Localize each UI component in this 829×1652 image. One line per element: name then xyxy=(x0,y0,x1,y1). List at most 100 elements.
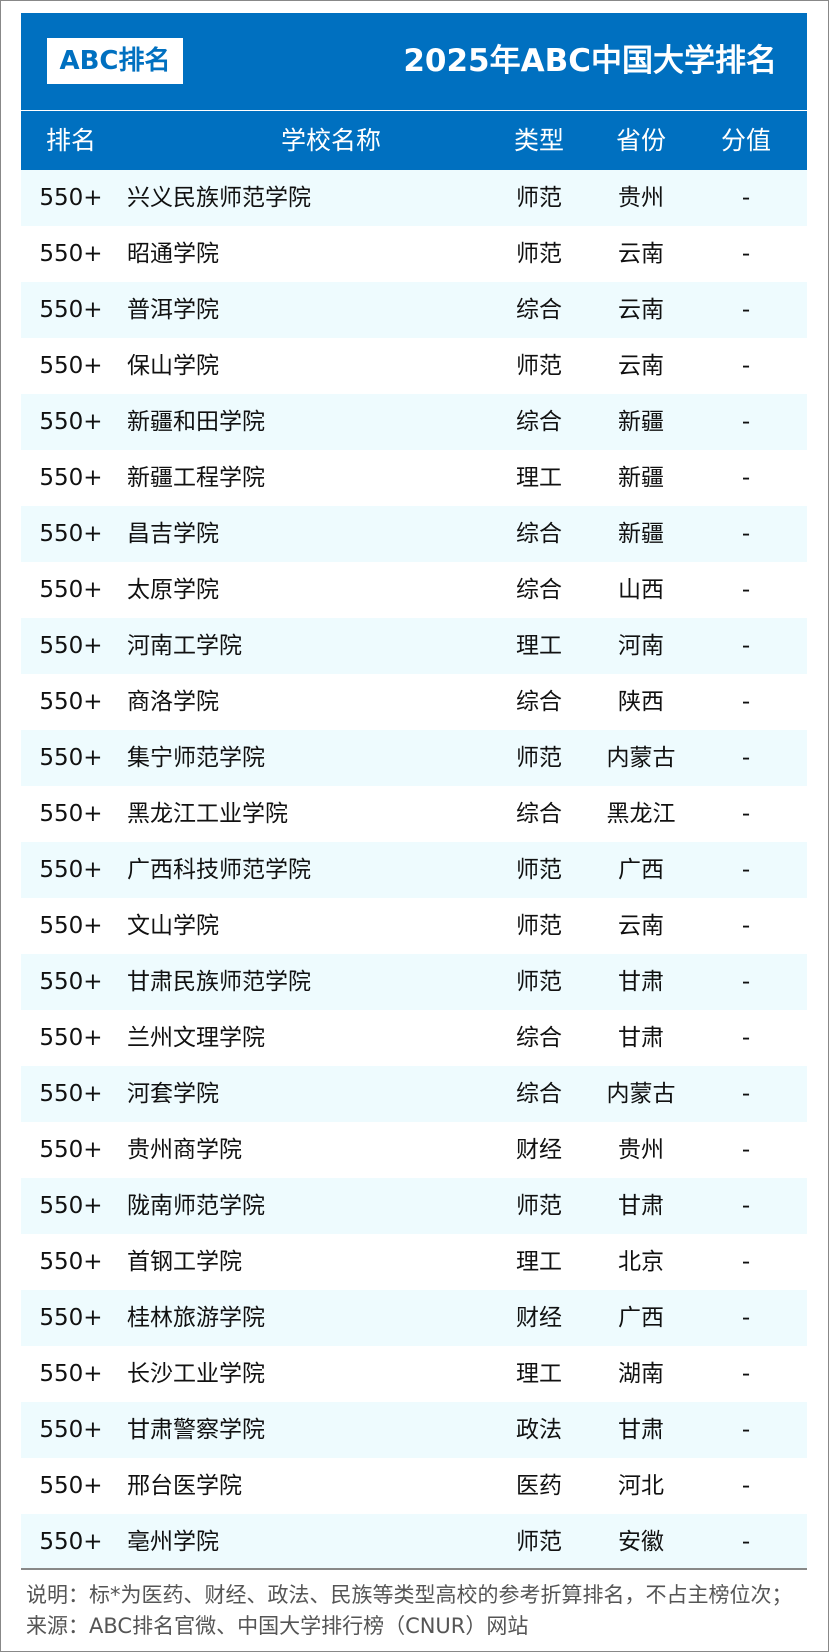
cell-rank: 550+ xyxy=(39,409,103,435)
cell-rank: 550+ xyxy=(39,801,103,827)
cell-type: 综合 xyxy=(516,689,562,715)
cell-province: 甘肃 xyxy=(618,1193,664,1219)
cell-type: 综合 xyxy=(516,409,562,435)
cell-type: 综合 xyxy=(516,1081,562,1107)
cell-score: - xyxy=(741,577,751,603)
table-row: 550+ 商洛学院 综合 陕西 - xyxy=(21,674,807,730)
cell-province: 内蒙古 xyxy=(606,745,676,771)
table-row: 550+ 黑龙江工业学院 综合 黑龙江 - xyxy=(21,786,807,842)
table-row: 550+ 太原学院 综合 山西 - xyxy=(21,562,807,618)
cell-province: 安徽 xyxy=(618,1529,664,1555)
cell-school-name: 河套学院 xyxy=(127,1081,219,1107)
cell-type: 师范 xyxy=(516,185,562,211)
logo: ABC排名 xyxy=(47,38,183,84)
table-row: 550+ 兴义民族师范学院 师范 贵州 - xyxy=(21,170,807,226)
cell-type: 医药 xyxy=(516,1473,562,1499)
table-row: 550+ 昌吉学院 综合 新疆 - xyxy=(21,506,807,562)
table-row: 550+ 普洱学院 综合 云南 - xyxy=(21,282,807,338)
table-row: 550+ 新疆和田学院 综合 新疆 - xyxy=(21,394,807,450)
cell-type: 综合 xyxy=(516,577,562,603)
table-row: 550+ 广西科技师范学院 师范 广西 - xyxy=(21,842,807,898)
cell-province: 河北 xyxy=(618,1473,664,1499)
cell-type: 综合 xyxy=(516,297,562,323)
cell-school-name: 邢台医学院 xyxy=(127,1473,242,1499)
cell-score: - xyxy=(741,1305,751,1331)
table-row: 550+ 兰州文理学院 综合 甘肃 - xyxy=(21,1010,807,1066)
cell-rank: 550+ xyxy=(39,465,103,491)
cell-type: 理工 xyxy=(516,1361,562,1387)
cell-province: 新疆 xyxy=(618,521,664,547)
table-row: 550+ 长沙工业学院 理工 湖南 - xyxy=(21,1346,807,1402)
table-row: 550+ 甘肃警察学院 政法 甘肃 - xyxy=(21,1402,807,1458)
cell-school-name: 新疆工程学院 xyxy=(127,465,265,491)
cell-school-name: 保山学院 xyxy=(127,353,219,379)
cell-type: 政法 xyxy=(516,1417,562,1443)
cell-score: - xyxy=(741,689,751,715)
cell-rank: 550+ xyxy=(39,1473,103,1499)
cell-rank: 550+ xyxy=(39,1025,103,1051)
cell-type: 师范 xyxy=(516,745,562,771)
table-row: 550+ 贵州商学院 财经 贵州 - xyxy=(21,1122,807,1178)
cell-score: - xyxy=(741,521,751,547)
cell-type: 理工 xyxy=(516,465,562,491)
cell-province: 新疆 xyxy=(618,409,664,435)
table-row: 550+ 甘肃民族师范学院 师范 甘肃 - xyxy=(21,954,807,1010)
cell-rank: 550+ xyxy=(39,1193,103,1219)
table-header: 排名 学校名称 类型 省份 分值 xyxy=(21,111,807,170)
title-banner: ABC排名 2025年ABC中国大学排名 xyxy=(21,13,807,110)
cell-province: 甘肃 xyxy=(618,969,664,995)
cell-province: 湖南 xyxy=(618,1361,664,1387)
cell-school-name: 陇南师范学院 xyxy=(127,1193,265,1219)
cell-type: 财经 xyxy=(516,1137,562,1163)
cell-type: 师范 xyxy=(516,857,562,883)
cell-type: 师范 xyxy=(516,913,562,939)
cell-province: 新疆 xyxy=(618,465,664,491)
cell-province: 云南 xyxy=(618,297,664,323)
cell-school-name: 甘肃警察学院 xyxy=(127,1417,265,1443)
cell-rank: 550+ xyxy=(39,857,103,883)
table-row: 550+ 集宁师范学院 师范 内蒙古 - xyxy=(21,730,807,786)
cell-school-name: 昭通学院 xyxy=(127,241,219,267)
cell-school-name: 商洛学院 xyxy=(127,689,219,715)
cell-score: - xyxy=(741,1417,751,1443)
cell-rank: 550+ xyxy=(39,241,103,267)
table-row: 550+ 新疆工程学院 理工 新疆 - xyxy=(21,450,807,506)
cell-score: - xyxy=(741,801,751,827)
cell-province: 内蒙古 xyxy=(606,1081,676,1107)
cell-rank: 550+ xyxy=(39,1081,103,1107)
cell-score: - xyxy=(741,913,751,939)
table-body: 550+ 兴义民族师范学院 师范 贵州 -550+ 昭通学院 师范 云南 -550+ 普洱学院 综合… xyxy=(21,170,807,1570)
cell-rank: 550+ xyxy=(39,1417,103,1443)
cell-score: - xyxy=(741,633,751,659)
cell-province: 黑龙江 xyxy=(606,801,676,827)
table-row: 550+ 保山学院 师范 云南 - xyxy=(21,338,807,394)
cell-rank: 550+ xyxy=(39,297,103,323)
cell-province: 陕西 xyxy=(618,689,664,715)
cell-school-name: 桂林旅游学院 xyxy=(127,1305,265,1331)
cell-rank: 550+ xyxy=(39,1361,103,1387)
table-row: 550+ 邢台医学院 医药 河北 - xyxy=(21,1458,807,1514)
cell-school-name: 首钢工学院 xyxy=(127,1249,242,1275)
cell-province: 北京 xyxy=(618,1249,664,1275)
cell-score: - xyxy=(741,1249,751,1275)
cell-type: 师范 xyxy=(516,353,562,379)
cell-province: 河南 xyxy=(618,633,664,659)
table-row: 550+ 文山学院 师范 云南 - xyxy=(21,898,807,954)
footnote: 说明：标*为医药、财经、政法、民族等类型高校的参考折算排名，不占主榜位次；来源：… xyxy=(26,1583,793,1638)
cell-rank: 550+ xyxy=(39,745,103,771)
cell-province: 山西 xyxy=(618,577,664,603)
table-row: 550+ 桂林旅游学院 财经 广西 - xyxy=(21,1290,807,1346)
cell-score: - xyxy=(741,969,751,995)
table-row: 550+ 河套学院 综合 内蒙古 - xyxy=(21,1066,807,1122)
col-type: 类型 xyxy=(513,126,564,155)
divider xyxy=(21,1568,807,1570)
cell-province: 云南 xyxy=(618,913,664,939)
cell-score: - xyxy=(741,745,751,771)
cell-type: 理工 xyxy=(516,1249,562,1275)
table-row: 550+ 首钢工学院 理工 北京 - xyxy=(21,1234,807,1290)
cell-school-name: 昌吉学院 xyxy=(127,521,219,547)
cell-type: 综合 xyxy=(516,1025,562,1051)
cell-rank: 550+ xyxy=(39,1137,103,1163)
cell-score: - xyxy=(741,241,751,267)
cell-score: - xyxy=(741,297,751,323)
